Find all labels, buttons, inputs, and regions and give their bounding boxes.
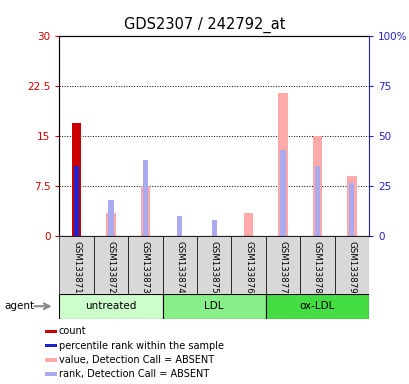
Bar (265, 236, 299, 294)
Text: GSM133875: GSM133875 (209, 241, 218, 293)
Text: ox-LDL: ox-LDL (299, 301, 334, 311)
Bar (59, 236, 94, 294)
Bar (314, 166, 319, 236)
Bar (231, 236, 265, 294)
Bar (177, 216, 182, 236)
Text: LDL: LDL (204, 301, 223, 311)
Text: GSM133872: GSM133872 (106, 241, 115, 293)
Text: GSM133871: GSM133871 (72, 241, 81, 293)
Bar (278, 93, 287, 236)
Bar (94, 236, 128, 294)
Text: GSM133879: GSM133879 (346, 241, 355, 293)
Bar (108, 200, 113, 236)
Bar (128, 236, 162, 294)
Bar (348, 183, 353, 236)
Bar (312, 136, 321, 236)
Text: GSM133876: GSM133876 (243, 241, 252, 293)
Text: GSM133874: GSM133874 (175, 241, 184, 293)
Bar (45, 358, 56, 362)
Bar (280, 150, 285, 236)
Text: GDS2307 / 242792_at: GDS2307 / 242792_at (124, 17, 285, 33)
Bar (211, 220, 216, 236)
Bar (162, 294, 265, 319)
Bar (346, 176, 356, 236)
Bar (45, 344, 56, 348)
Text: GSM133878: GSM133878 (312, 241, 321, 293)
Bar (334, 236, 368, 294)
Text: untreated: untreated (85, 301, 136, 311)
Text: GSM133877: GSM133877 (278, 241, 287, 293)
Bar (265, 294, 368, 319)
Bar (140, 186, 150, 236)
Bar (72, 123, 81, 236)
Text: count: count (58, 326, 86, 336)
Bar (45, 329, 56, 333)
Bar (299, 236, 334, 294)
Bar (74, 166, 79, 236)
Bar (106, 213, 116, 236)
Bar (45, 372, 56, 376)
Text: percentile rank within the sample: percentile rank within the sample (58, 341, 223, 351)
Bar (59, 294, 162, 319)
Text: rank, Detection Call = ABSENT: rank, Detection Call = ABSENT (58, 369, 209, 379)
Text: agent: agent (4, 301, 34, 311)
Bar (197, 236, 231, 294)
Bar (162, 236, 197, 294)
Bar (142, 160, 148, 236)
Text: value, Detection Call = ABSENT: value, Detection Call = ABSENT (58, 355, 213, 365)
Bar (243, 213, 253, 236)
Text: GSM133873: GSM133873 (141, 241, 150, 293)
